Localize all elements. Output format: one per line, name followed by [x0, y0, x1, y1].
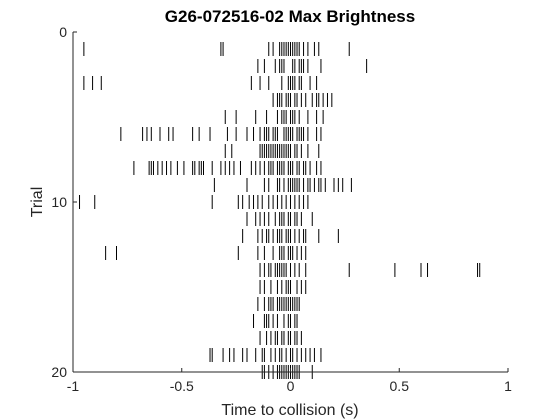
y-axis-label: Trial	[29, 187, 46, 218]
x-tick-label: 0.5	[390, 378, 410, 394]
x-tick-label: -1	[67, 378, 80, 394]
y-tick-label: 10	[51, 194, 67, 210]
x-tick-label: 1	[504, 378, 512, 394]
x-tick-label: 0	[287, 378, 295, 394]
x-axis-label: Time to collision (s)	[221, 402, 358, 419]
y-ticks: 0 10 20	[51, 24, 77, 380]
x-ticks: -1 -0.5 0 0.5 1	[67, 368, 512, 394]
x-tick-label: -0.5	[170, 378, 194, 394]
spike-raster	[79, 42, 481, 379]
y-tick-label: 0	[59, 24, 67, 40]
y-tick-label: 20	[51, 364, 67, 380]
chart-title: G26-072516-02 Max Brightness	[165, 7, 415, 26]
